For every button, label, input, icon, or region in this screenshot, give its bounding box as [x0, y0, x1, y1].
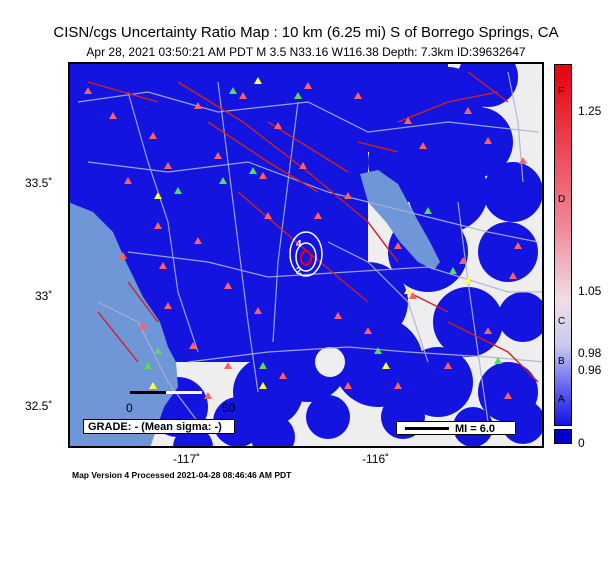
salton-sea: [360, 170, 440, 270]
colorbar: [554, 64, 572, 426]
grade-f: F: [558, 86, 565, 97]
lat-label-32-5: 32.5˚: [25, 399, 53, 413]
stations-yellow: [149, 77, 472, 389]
mi-bar: [405, 427, 449, 430]
cb-value-0-98: 0.98: [578, 346, 602, 360]
cb-value-0-96: 0.96: [578, 363, 602, 377]
grade-b: B: [558, 356, 565, 367]
roads: [77, 71, 544, 423]
lon-label-116: -116˚: [362, 452, 390, 466]
cb-value-0: 0: [578, 436, 585, 450]
lon-label-117: -117˚: [173, 452, 201, 466]
mi-label: MI = 6.0: [455, 423, 496, 435]
grade-legend: GRADE: - (Mean sigma: -): [83, 419, 235, 434]
scale-label-end: 50: [222, 401, 236, 415]
map-canvas: 4 2: [68, 62, 544, 448]
stations-green: [144, 87, 502, 369]
grade-a: A: [558, 394, 565, 405]
map-title: CISN/cgs Uncertainty Ratio Map : 10 km (…: [53, 24, 559, 41]
lat-label-33: 33˚: [35, 289, 53, 303]
stations-red: [84, 82, 527, 399]
uncertainty-contours: [289, 231, 323, 277]
scale-label-start: 0: [126, 401, 133, 415]
cb-value-1-05: 1.05: [578, 284, 602, 298]
uncertainty-map: 4 2: [68, 62, 544, 448]
cb-value-1-25: 1.25: [578, 104, 602, 118]
grade-c: C: [558, 316, 566, 327]
scale-bar: [130, 391, 202, 394]
processing-footer: Map Version 4 Processed 2021-04-28 08:46…: [72, 470, 292, 480]
map-subtitle: Apr 28, 2021 03:50:21 AM PDT M 3.5 N33.1…: [86, 45, 526, 59]
colorbar-zero-swatch: [554, 429, 572, 444]
contour-label-4: 4: [296, 239, 302, 250]
mi-legend: MI = 6.0: [396, 421, 516, 435]
contour-label-2: 2: [296, 266, 302, 277]
lat-label-33-5: 33.5˚: [25, 176, 53, 190]
grade-d: D: [558, 194, 566, 205]
